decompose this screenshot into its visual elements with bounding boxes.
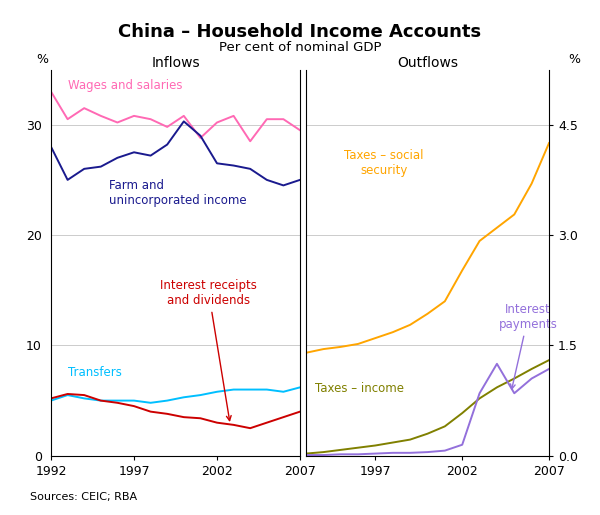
Text: Taxes – social
security: Taxes – social security <box>344 149 424 177</box>
Text: Interest receipts
and dividends: Interest receipts and dividends <box>160 279 257 421</box>
Text: Outflows: Outflows <box>397 56 458 70</box>
Text: Sources: CEIC; RBA: Sources: CEIC; RBA <box>30 492 137 502</box>
Text: Taxes – income: Taxes – income <box>314 382 404 395</box>
Text: %: % <box>568 53 580 66</box>
Text: Interest
payments: Interest payments <box>499 303 557 389</box>
Text: Farm and
unincorporated income: Farm and unincorporated income <box>109 179 247 207</box>
Text: %: % <box>36 53 48 65</box>
Text: Per cent of nominal GDP: Per cent of nominal GDP <box>219 41 381 54</box>
Text: Wages and salaries: Wages and salaries <box>68 79 182 92</box>
Text: China – Household Income Accounts: China – Household Income Accounts <box>118 23 482 41</box>
Text: Transfers: Transfers <box>68 366 121 380</box>
Text: Inflows: Inflows <box>151 56 200 70</box>
